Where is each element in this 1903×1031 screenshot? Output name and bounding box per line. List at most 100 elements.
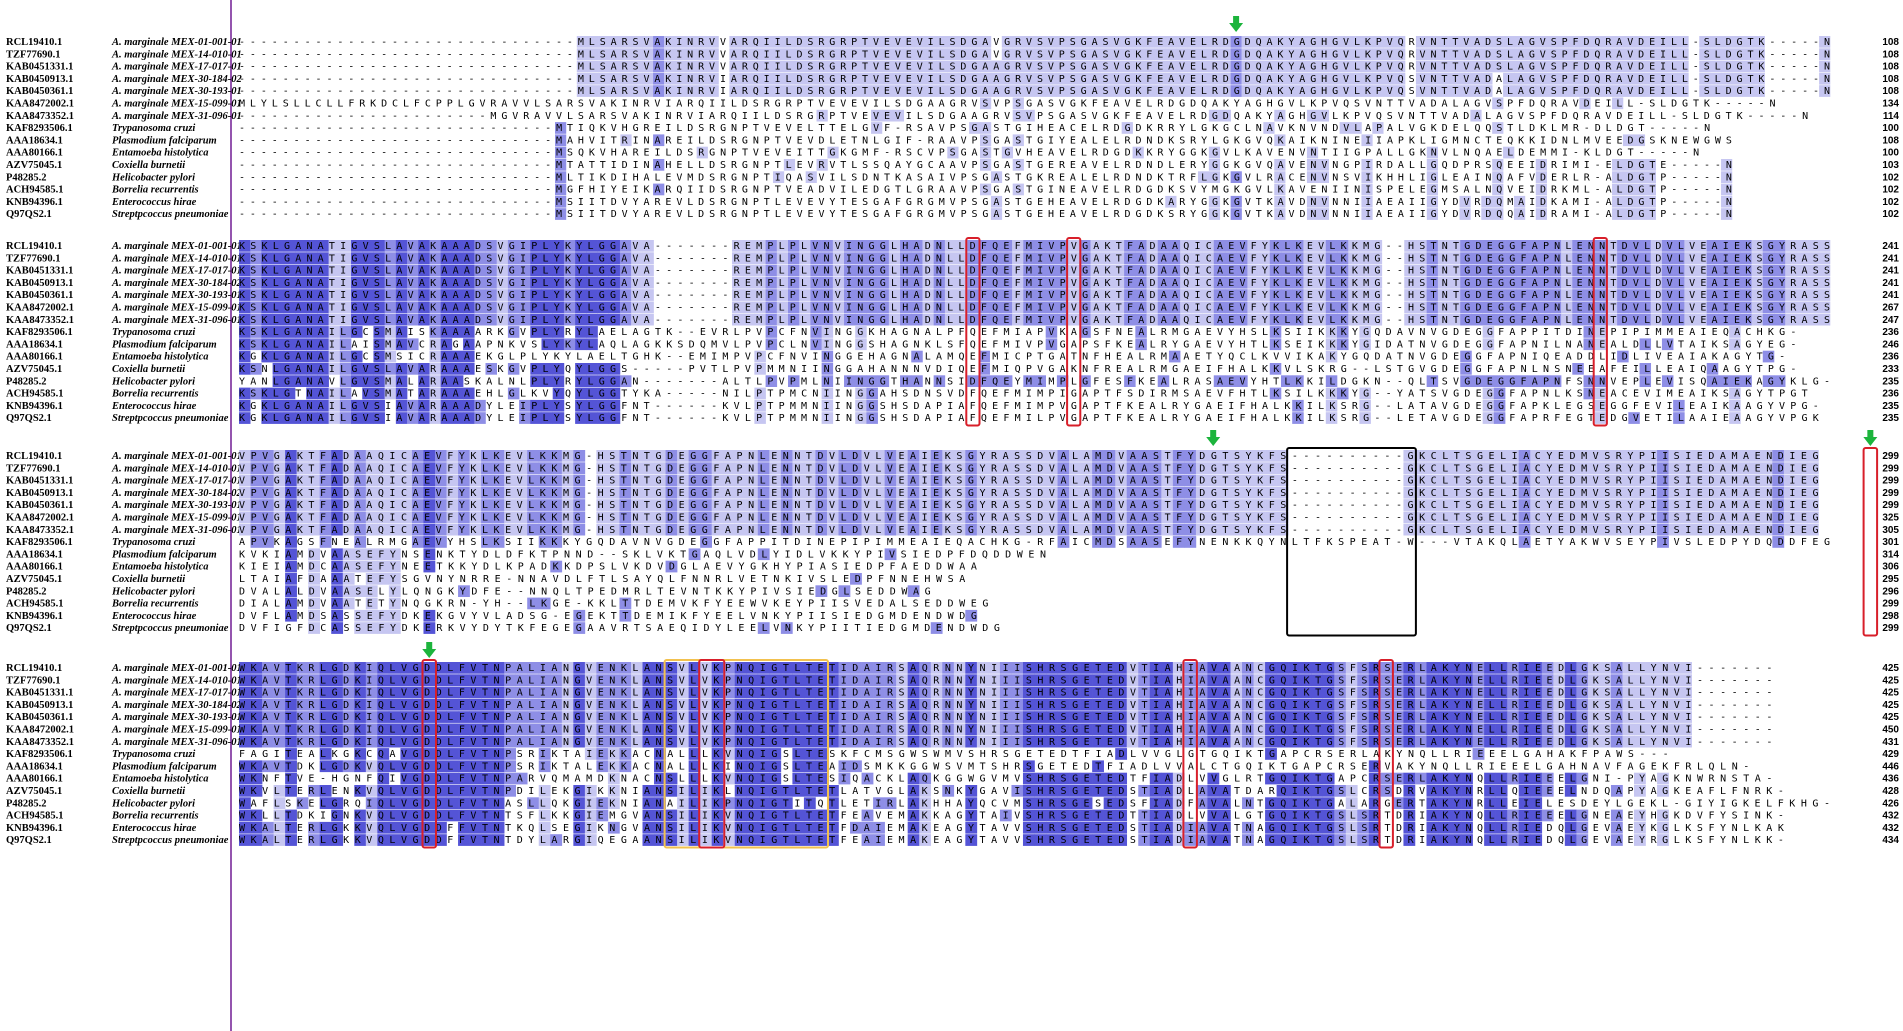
residue-shade bbox=[930, 735, 943, 748]
residue-shade bbox=[584, 674, 597, 686]
residue-shade bbox=[1176, 60, 1188, 73]
end-position: 241 bbox=[1882, 253, 1899, 264]
residue-shade bbox=[239, 474, 251, 487]
residue-shade bbox=[365, 450, 378, 462]
residue-shade bbox=[688, 450, 701, 462]
accession-label: KAB0451331.1 bbox=[6, 688, 73, 699]
residue-shade bbox=[1288, 698, 1300, 711]
residue-shade bbox=[1535, 159, 1547, 171]
residue-shade bbox=[947, 72, 959, 85]
residue-shade bbox=[1482, 412, 1495, 424]
residue-shade bbox=[1359, 399, 1371, 412]
residue-shade bbox=[826, 523, 839, 536]
residue-shade bbox=[1461, 735, 1473, 748]
residue-shade bbox=[1561, 264, 1573, 277]
accession-label: TZF77690.1 bbox=[6, 253, 61, 264]
residue-shade bbox=[418, 412, 430, 424]
residue-shade bbox=[1090, 301, 1103, 314]
residue-shade bbox=[587, 60, 599, 73]
residue-shade bbox=[965, 698, 978, 711]
residue-shade bbox=[434, 536, 447, 548]
residue-shade bbox=[1034, 662, 1047, 674]
residue-shade bbox=[400, 797, 413, 809]
residue-shade bbox=[1023, 264, 1035, 277]
residue-shade bbox=[1115, 450, 1128, 462]
residue-shade bbox=[395, 264, 408, 277]
residue-shade bbox=[1092, 462, 1104, 474]
residue-shade bbox=[999, 462, 1012, 474]
residue-shade bbox=[418, 387, 430, 400]
residue-shade bbox=[1546, 85, 1558, 97]
residue-shade bbox=[942, 662, 955, 674]
residue-shade bbox=[272, 412, 285, 424]
residue-shade bbox=[504, 686, 516, 699]
residue-shade bbox=[1034, 698, 1047, 711]
residue-shade bbox=[1056, 313, 1069, 326]
residue-shade bbox=[411, 772, 424, 785]
residue-shade bbox=[1207, 523, 1220, 536]
organism-label: A. marginale MEX-14-010-01 bbox=[111, 463, 242, 474]
residue-shade bbox=[1124, 252, 1136, 264]
residue-shade bbox=[1680, 674, 1692, 686]
residue-shade bbox=[1650, 264, 1663, 277]
residue-shade bbox=[331, 585, 344, 597]
residue-shade bbox=[780, 450, 793, 462]
residue-shade bbox=[850, 573, 862, 585]
residue-shade bbox=[351, 350, 363, 363]
residue-shade bbox=[653, 48, 665, 60]
residue-shade bbox=[1184, 474, 1197, 487]
residue-shade bbox=[743, 264, 755, 277]
residue-shade bbox=[765, 313, 778, 326]
yellow-motif-box bbox=[663, 659, 829, 849]
residue-shade bbox=[440, 326, 453, 338]
residue-shade bbox=[1124, 301, 1136, 314]
residue-shade bbox=[999, 723, 1012, 736]
residue-shade bbox=[377, 723, 390, 736]
residue-shade bbox=[769, 760, 782, 773]
residue-shade bbox=[1796, 252, 1808, 264]
residue-shade bbox=[239, 276, 251, 289]
residue-shade bbox=[328, 350, 341, 363]
residue-shade bbox=[711, 797, 724, 809]
residue-shade bbox=[866, 412, 878, 424]
residue-shade bbox=[306, 338, 318, 351]
residue-shade bbox=[1622, 499, 1635, 511]
residue-shade bbox=[575, 289, 587, 301]
residue-shade bbox=[261, 264, 273, 277]
residue-shade bbox=[1484, 450, 1496, 462]
green-arrow-icon bbox=[1229, 16, 1244, 32]
residue-shade bbox=[1415, 72, 1428, 85]
residue-shade bbox=[362, 264, 374, 277]
residue-shade bbox=[696, 85, 708, 97]
residue-shade bbox=[776, 264, 789, 277]
residue-shade bbox=[586, 289, 598, 301]
residue-shade bbox=[1415, 252, 1427, 264]
residue-shade bbox=[423, 548, 436, 561]
residue-shade bbox=[1161, 698, 1174, 711]
residue-shade bbox=[1639, 252, 1652, 264]
residue-shade bbox=[1505, 375, 1517, 387]
residue-shade bbox=[573, 609, 586, 622]
residue-shade bbox=[757, 748, 770, 760]
residue-shade bbox=[654, 674, 666, 686]
residue-shade bbox=[1721, 208, 1733, 220]
residue-shade bbox=[989, 252, 1002, 264]
residue-shade bbox=[485, 252, 497, 264]
residue-shade bbox=[1622, 462, 1635, 474]
residue-shade bbox=[538, 809, 551, 822]
residue-shade bbox=[1172, 474, 1185, 487]
residue-shade bbox=[342, 760, 355, 773]
residue-shade bbox=[1325, 375, 1338, 387]
residue-shade bbox=[1230, 208, 1242, 220]
residue-shade bbox=[458, 772, 470, 785]
residue-shade bbox=[261, 387, 273, 400]
residue-shade bbox=[850, 486, 862, 499]
residue-shade bbox=[388, 686, 401, 699]
residue-shade bbox=[519, 399, 531, 412]
end-position: 108 bbox=[1882, 62, 1899, 73]
conservation-shading bbox=[239, 363, 1719, 375]
residue-shade bbox=[250, 686, 263, 699]
conservation-shading bbox=[285, 609, 978, 622]
residue-shade bbox=[285, 486, 297, 499]
residue-shade bbox=[1535, 36, 1547, 48]
